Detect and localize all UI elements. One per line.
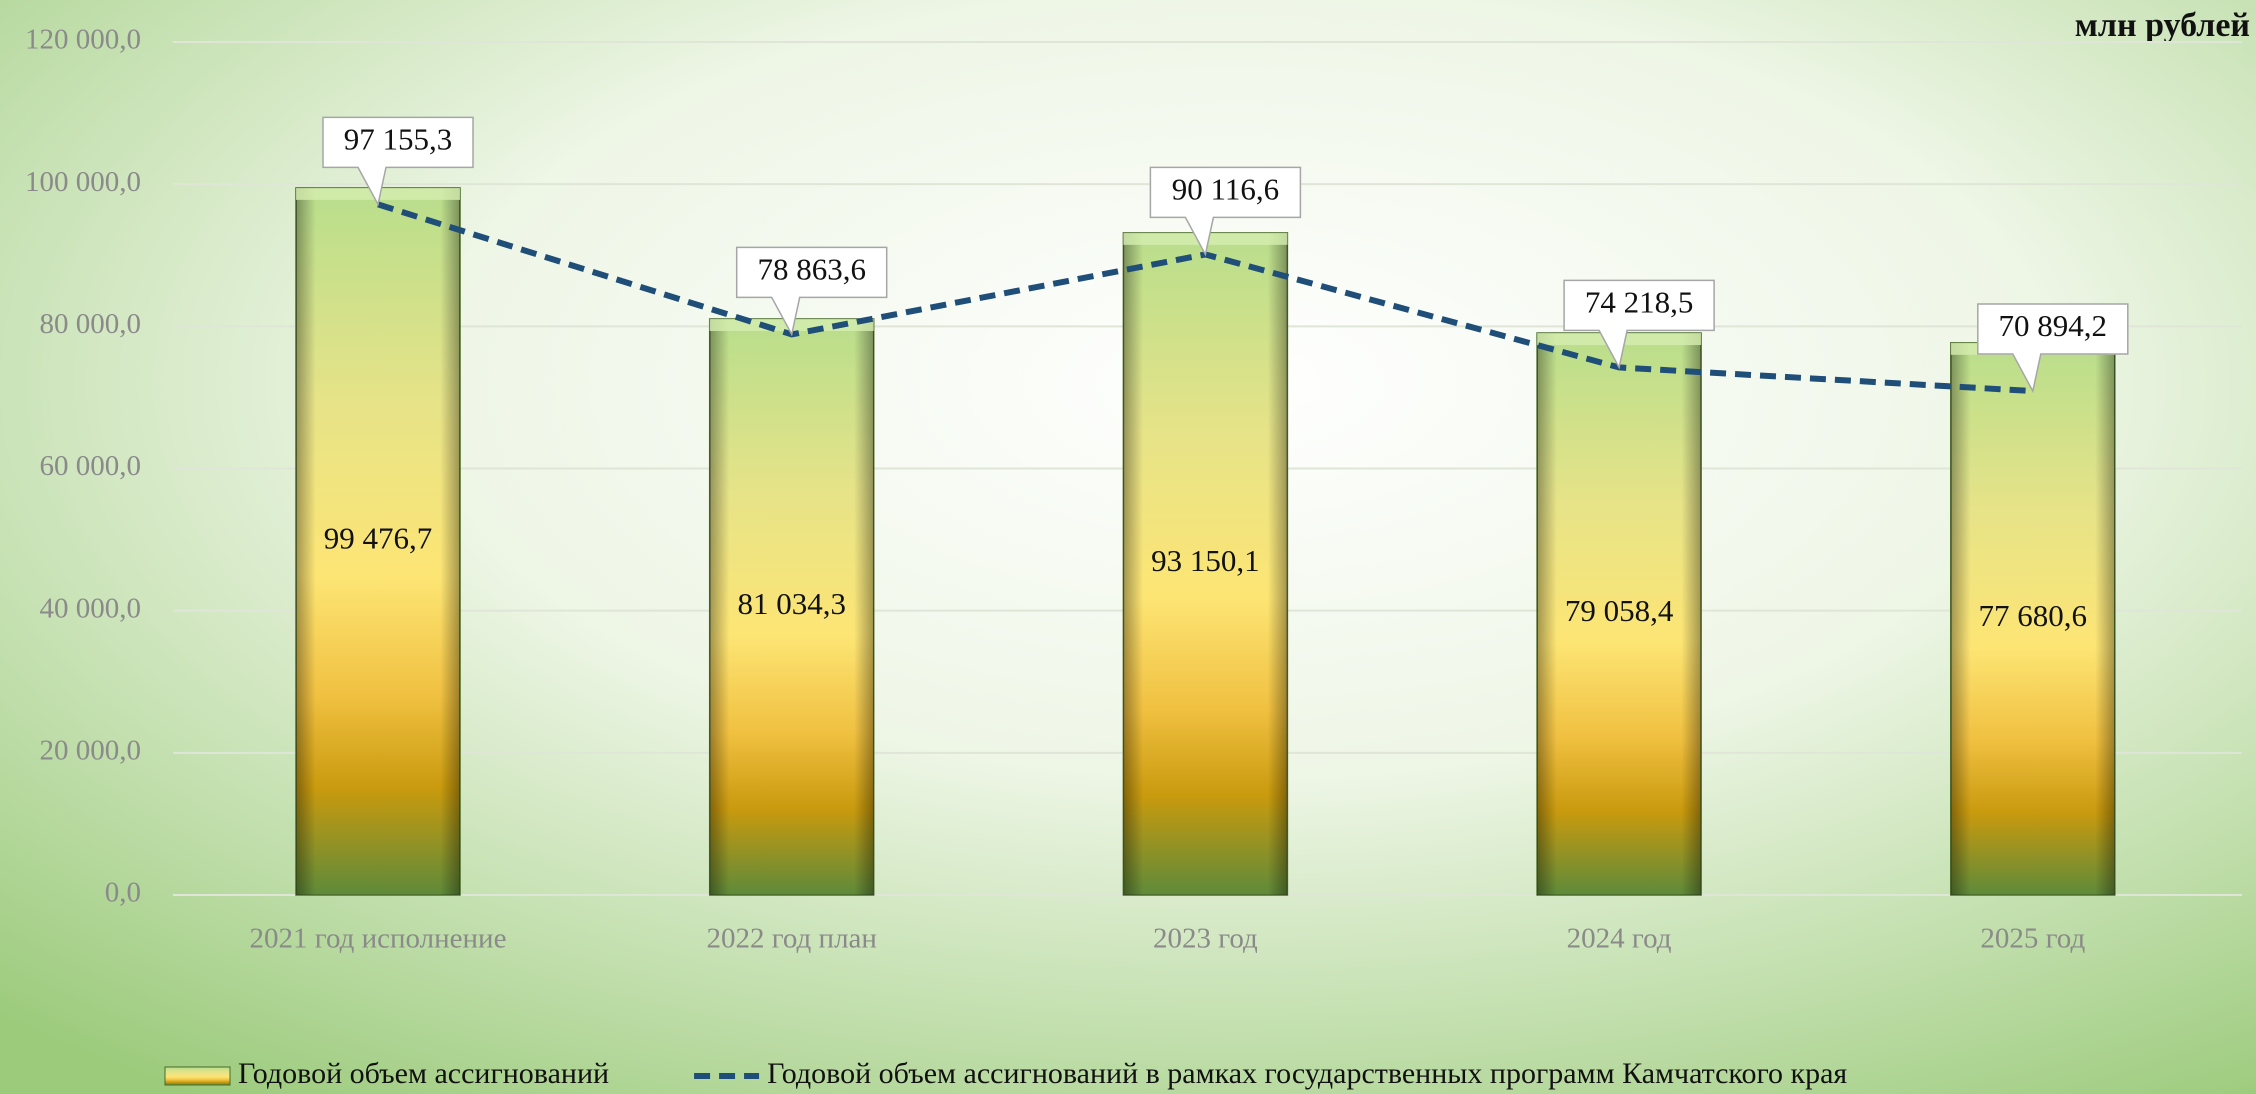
y-tick-label: 60 000,0 [40,450,142,482]
unit-label: млн рублей [2075,7,2250,44]
bar-shade [1537,333,1702,895]
callout [322,116,474,207]
callout [1977,303,2129,394]
bar-value-label: 93 150,1 [1151,543,1260,578]
legend-label: Годовой объем ассигнований в рамках госу… [767,1057,1847,1090]
x-tick-label: 2024 год [1567,923,1672,955]
x-tick-label: 2023 год [1153,923,1258,955]
x-tick-label: 2022 год план [706,923,876,955]
bar-value-label: 77 680,6 [1979,598,2088,633]
bar-value-label: 99 476,7 [324,521,433,556]
callout [1149,166,1302,257]
legend-label: Годовой объем ассигнований [238,1057,609,1090]
line-value-label: 78 863,6 [757,252,866,287]
callout [735,246,888,337]
bar-shade [709,318,874,895]
bar-shade [1950,342,2115,895]
y-tick-label: 80 000,0 [40,308,142,340]
callout [1563,279,1715,370]
y-tick-label: 100 000,0 [25,166,141,198]
line-value-label: 90 116,6 [1172,172,1279,207]
y-tick-label: 0,0 [105,877,141,909]
x-tick-label: 2021 год исполнение [250,923,507,955]
bar-shade [1123,232,1288,895]
bar-shade [296,187,460,895]
line-value-label: 74 218,5 [1585,285,1694,320]
y-tick-label: 20 000,0 [40,734,142,766]
line-value-label: 97 155,3 [344,121,453,156]
line-value-label: 70 894,2 [1999,308,2108,343]
bar-value-label: 79 058,4 [1565,593,1674,628]
y-tick-label: 120 000,0 [25,24,141,56]
y-tick-label: 40 000,0 [40,592,142,624]
x-tick-label: 2025 год [1980,923,2085,955]
bar-value-label: 81 034,3 [737,586,846,621]
legend-swatch [164,1066,231,1086]
